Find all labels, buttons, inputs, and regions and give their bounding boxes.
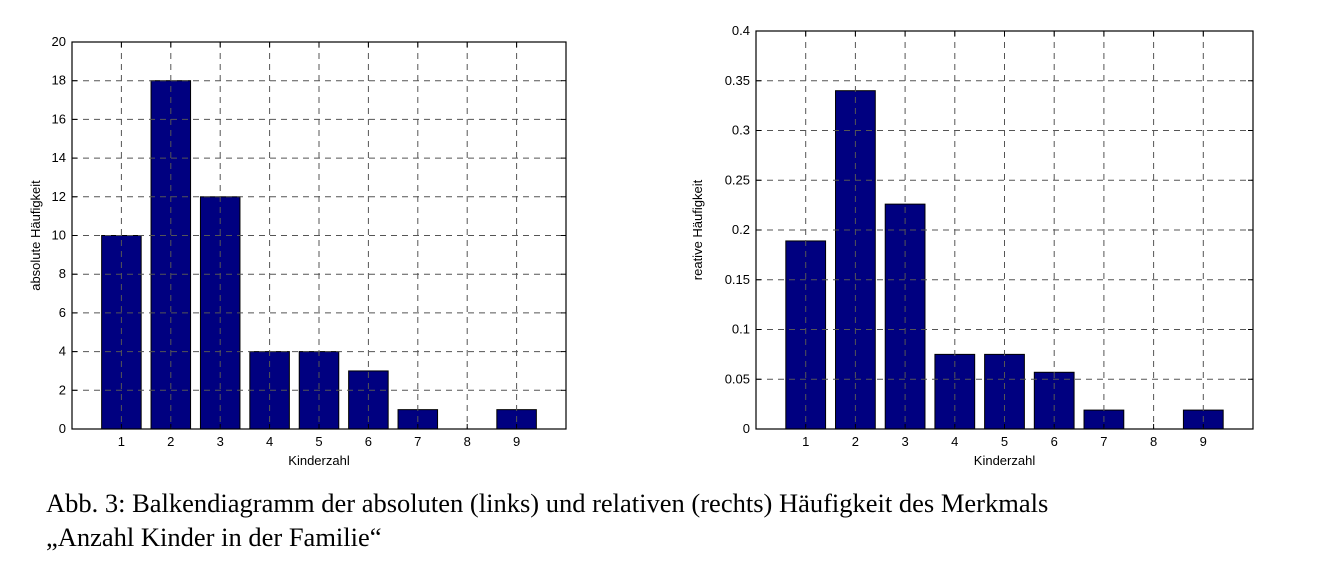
bar-1 (785, 240, 827, 430)
x-tick-label: 5 (315, 434, 322, 449)
y-tick-label: 10 (52, 228, 66, 243)
chart-svg: 0 0.05 0.1 0.15 0.2 0.25 0.3 0.35 0.4 1 2 3 4 5 6 7 8 9 Ki… (690, 23, 1254, 468)
y-tick-label: 0.35 (725, 73, 750, 88)
x-tick-label: 5 (1001, 434, 1008, 449)
x-axis-label: Kinderzahl (974, 453, 1036, 468)
y-tick-label: 0.4 (732, 23, 750, 38)
y-tick-label: 0.2 (732, 222, 750, 237)
y-tick-label: 0 (59, 421, 66, 436)
chart-relative-frequency: 0 0.05 0.1 0.15 0.2 0.25 0.3 0.35 0.4 1 2 3 4 5 6 7 8 9 Ki… (660, 0, 1334, 480)
y-axis-label: absolute Häufigkeit (28, 180, 43, 291)
x-tick-label: 9 (1200, 434, 1207, 449)
x-tick-label: 2 (852, 434, 859, 449)
y-tick-label: 12 (52, 189, 66, 204)
x-tick-label: 2 (167, 434, 174, 449)
x-tick-label: 8 (464, 434, 471, 449)
x-tick-label: 6 (1051, 434, 1058, 449)
y-tick-label: 6 (59, 305, 66, 320)
caption-line-2: „Anzahl Kinder in der Familie“ (46, 522, 382, 552)
y-tick-label: 0.25 (725, 172, 750, 187)
y-tick-label: 0 (743, 421, 750, 436)
y-tick-label: 18 (52, 73, 66, 88)
figure-caption: Abb. 3: Balkendiagramm der absoluten (li… (46, 486, 1296, 554)
x-tick-label: 9 (513, 434, 520, 449)
y-tick-label: 4 (59, 344, 66, 359)
chart-absolute-frequency: 0 2 4 6 8 10 12 14 16 18 20 1 2 3 4 5 6 7 8 9 Kinderzahl abso… (0, 0, 600, 480)
y-axis-label: reative Häufigkeit (690, 179, 705, 280)
x-tick-label: 6 (365, 434, 372, 449)
x-tick-label: 7 (414, 434, 421, 449)
y-tick-label: 16 (52, 111, 66, 126)
y-tick-label: 0.05 (725, 371, 750, 386)
y-tick-label: 2 (59, 382, 66, 397)
x-tick-label: 1 (118, 434, 125, 449)
y-tick-label: 14 (52, 150, 66, 165)
y-tick-label: 20 (52, 34, 66, 49)
y-tick-label: 0.15 (725, 272, 750, 287)
y-tick-label: 0.3 (732, 123, 750, 138)
y-tick-label: 0.1 (732, 322, 750, 337)
x-tick-label: 4 (951, 434, 958, 449)
caption-line-1: Abb. 3: Balkendiagramm der absoluten (li… (46, 488, 1049, 518)
x-tick-label: 7 (1100, 434, 1107, 449)
x-tick-label: 3 (217, 434, 224, 449)
x-tick-label: 4 (266, 434, 273, 449)
y-tick-label: 8 (59, 266, 66, 281)
x-tick-label: 1 (802, 434, 809, 449)
x-tick-label: 3 (901, 434, 908, 449)
x-axis-label: Kinderzahl (288, 453, 350, 468)
x-tick-label: 8 (1150, 434, 1157, 449)
